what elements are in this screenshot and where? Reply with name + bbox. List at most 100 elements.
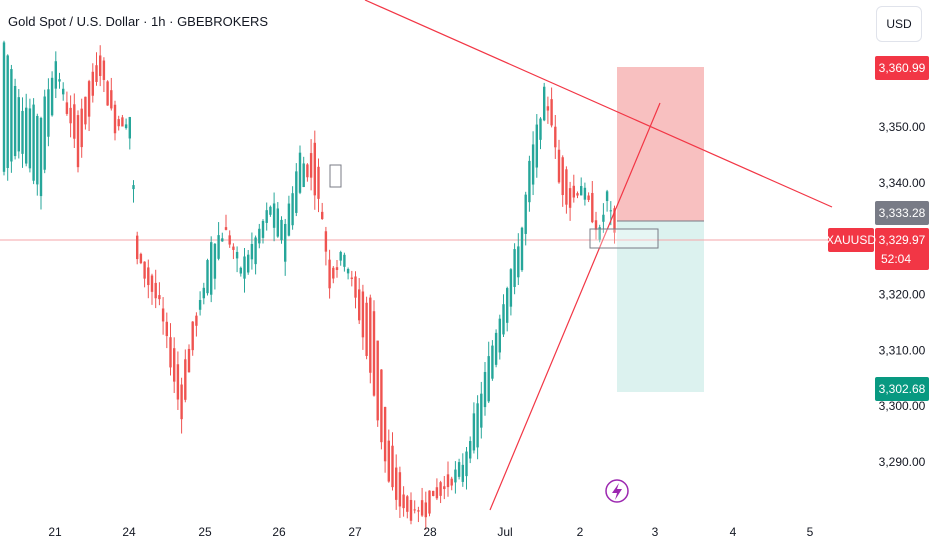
candle-body [376, 340, 379, 421]
time-tick-label: Jul [497, 525, 512, 539]
candle-body [554, 126, 557, 148]
candle-body [73, 104, 76, 139]
candle-body [161, 308, 165, 322]
candle-body [169, 337, 172, 368]
time-axis[interactable]: 21 24 25 26 27 28 Jul 2 3 4 5 [48, 525, 813, 539]
time-tick-label: 27 [348, 525, 362, 539]
candle-body [69, 107, 72, 124]
candle-body [350, 277, 353, 279]
currency-selector[interactable]: USD [876, 6, 922, 42]
candle-body [217, 235, 220, 259]
price-axis[interactable]: 3,290.00 3,300.00 3,310.00 3,320.00 3,340.00… [879, 120, 926, 469]
support-trendline[interactable] [489, 102, 661, 511]
candle-body [76, 115, 80, 168]
candle-body [154, 282, 157, 299]
highlight-box-entry[interactable] [589, 228, 659, 249]
candle-body [476, 403, 479, 448]
candle-body [180, 384, 183, 420]
candle-body [261, 220, 265, 238]
candle-body [302, 163, 305, 188]
candle-body [457, 462, 461, 477]
candle-body [372, 311, 376, 396]
candle-body [309, 153, 313, 178]
candle-body [276, 208, 279, 237]
candle-body [358, 289, 361, 321]
candle-body [265, 210, 268, 223]
candle-body [583, 187, 587, 200]
candle-body [598, 227, 601, 240]
candle-body [198, 299, 202, 310]
candle-body [36, 115, 39, 185]
candle-body [258, 228, 261, 244]
price-tick-label: 3,300.00 [879, 399, 926, 413]
highlight-box-small[interactable] [329, 164, 342, 188]
currency-label: USD [886, 17, 912, 31]
entry-price-label: 3,333.28 [879, 206, 926, 220]
candle-body [247, 254, 250, 273]
price-tags: 3,360.99 3,333.28 3,329.97 52:04 XAUUSD … [826, 56, 929, 401]
candle-body [95, 65, 98, 82]
candle-body [228, 235, 231, 245]
candle-body [317, 166, 320, 199]
candle-body [557, 149, 561, 183]
candle-body [432, 490, 435, 496]
candle-body [380, 369, 383, 443]
candle-body [346, 268, 350, 274]
candle-body [39, 117, 43, 197]
candle-body [454, 469, 457, 483]
candle-body [561, 157, 564, 196]
candle-body [187, 348, 191, 373]
candle-body [406, 496, 409, 512]
time-tick-label: 2 [577, 525, 584, 539]
candle-body [210, 242, 213, 295]
time-tick-label: 5 [807, 525, 814, 539]
time-tick-label: 28 [423, 525, 437, 539]
price-tick-label: 3,350.00 [879, 120, 926, 134]
candle-body [313, 142, 316, 196]
candle-body [91, 71, 94, 96]
candle-body [202, 287, 205, 299]
candle-body [13, 86, 17, 157]
flash-icon[interactable] [605, 479, 629, 503]
candle-body [428, 490, 431, 514]
candle-body [87, 81, 91, 117]
candle-body [539, 118, 542, 140]
candle-body [543, 86, 546, 121]
candle-body [395, 467, 398, 500]
candle-body [25, 107, 28, 164]
target-price-label: 3,302.68 [879, 382, 926, 396]
take-profit-zone[interactable] [617, 221, 704, 392]
candle-body [232, 246, 235, 250]
candle-body [150, 275, 154, 292]
target-price-tag [875, 377, 929, 401]
candle-body [572, 185, 575, 198]
candle-body [387, 440, 390, 482]
candle-body [513, 249, 516, 287]
candle-body [224, 227, 228, 230]
entry-price-tag [875, 201, 929, 225]
resistance-trendline[interactable] [364, 0, 833, 208]
candle-body [332, 267, 335, 279]
candle-body [221, 238, 224, 242]
candle-body [136, 235, 139, 260]
candle-body [591, 192, 594, 223]
candle-body [54, 61, 57, 89]
candle-body [520, 227, 524, 271]
candle-body [291, 193, 294, 226]
time-tick-label: 25 [198, 525, 212, 539]
candle-body [84, 96, 87, 125]
candle-body [580, 186, 583, 196]
candle-body [531, 144, 535, 185]
stop-price-tag [875, 56, 929, 80]
candle-body [439, 482, 442, 496]
candle-body [250, 243, 254, 260]
candle-body [176, 364, 180, 400]
candle-body [243, 256, 246, 279]
candle-body [435, 487, 439, 499]
candle-body [546, 106, 550, 111]
candle-body [321, 211, 324, 219]
candle-body [413, 509, 416, 511]
candle-body [102, 60, 106, 80]
time-tick-label: 21 [48, 525, 62, 539]
